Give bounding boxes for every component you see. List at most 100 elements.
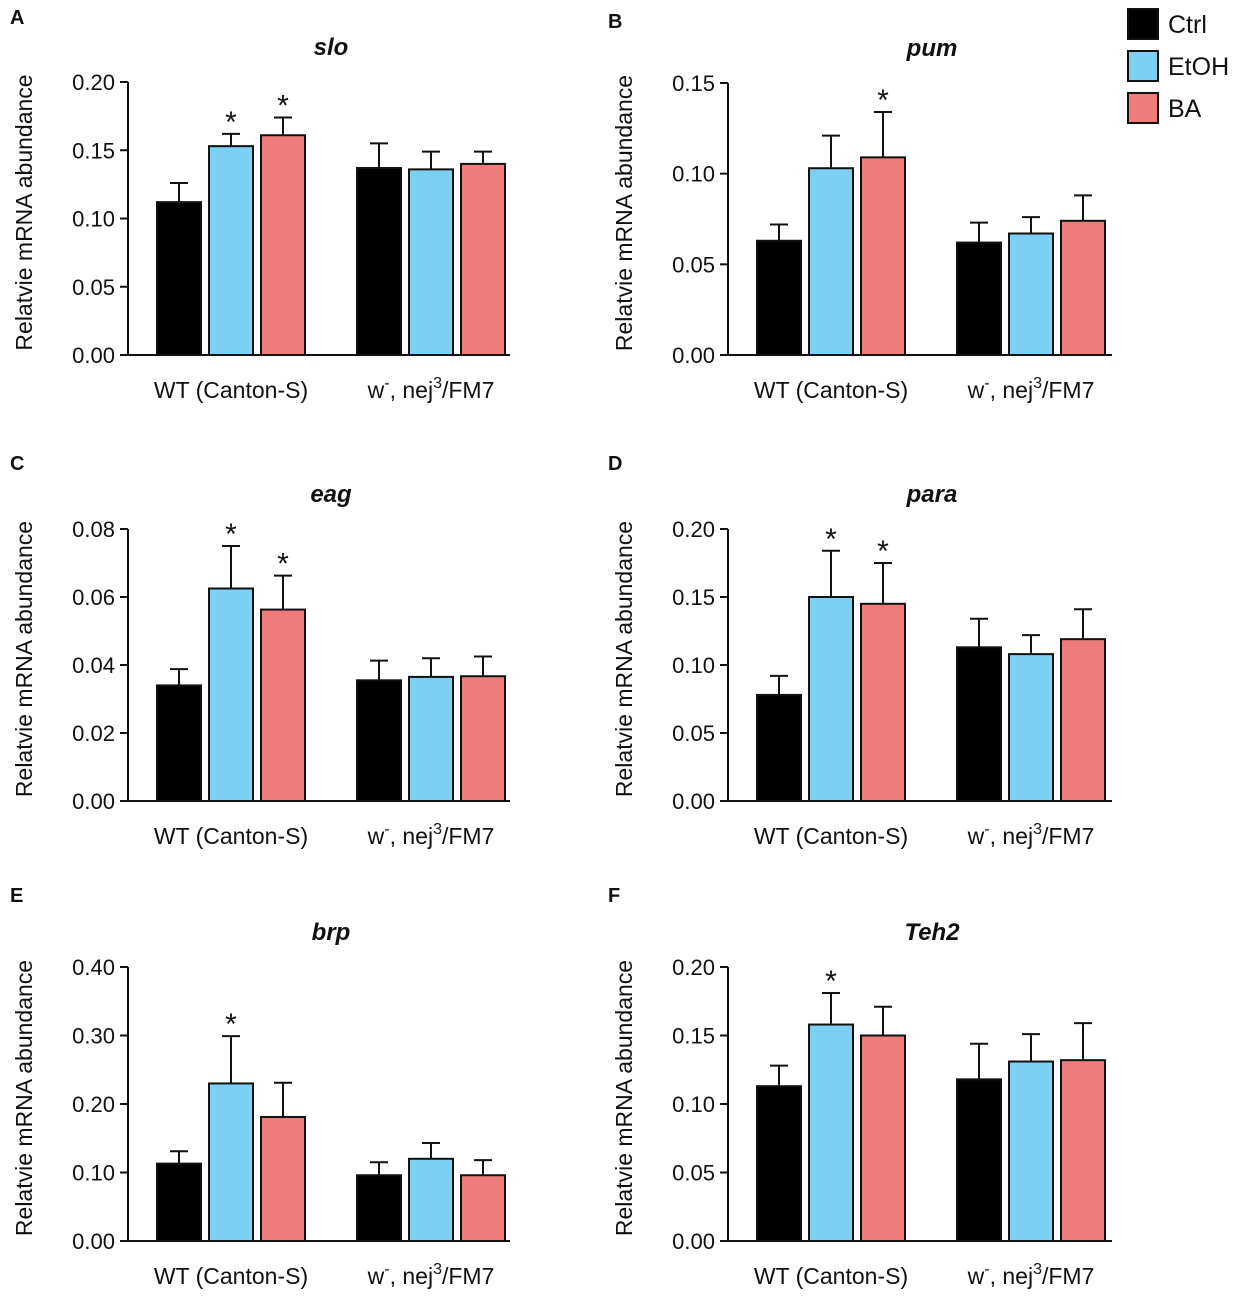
chart-title: brp — [312, 919, 351, 946]
significance-marker: * — [825, 965, 837, 998]
label-part: w — [367, 823, 385, 849]
bar-ctrl-wt — [756, 239, 802, 356]
x-category-label: w-, nej3/FM7 — [367, 821, 495, 849]
y-tick-label: 0.10 — [72, 1161, 115, 1186]
y-tick-label: 0.10 — [672, 653, 715, 678]
label-part: w — [967, 1263, 985, 1289]
label-part: /FM7 — [442, 823, 494, 849]
bar-ba-mutant — [1060, 638, 1106, 802]
bar-ctrl-mutant — [356, 679, 402, 802]
label-part: /FM7 — [442, 1263, 494, 1289]
y-tick-label: 0.00 — [72, 343, 115, 368]
superscript: 3 — [1033, 375, 1042, 392]
y-tick-label: 0.06 — [72, 585, 115, 610]
y-tick-label: 0.10 — [672, 162, 715, 187]
legend-swatch-ctrl — [1127, 8, 1159, 40]
superscript: - — [984, 821, 989, 838]
y-tick-label: 0.00 — [72, 1229, 115, 1254]
chart-title: slo — [314, 34, 349, 61]
y-tick-label: 0.00 — [672, 343, 715, 368]
bar-etoh-mutant — [408, 168, 454, 356]
label-part: w — [367, 1263, 385, 1289]
x-category-label: w-, nej3/FM7 — [367, 375, 495, 403]
bar-ctrl-wt — [156, 201, 202, 356]
superscript: - — [384, 821, 389, 838]
superscript: 3 — [433, 1261, 442, 1278]
label-part: /FM7 — [1042, 1263, 1094, 1289]
y-axis-label: Relatvie mRNA abundance — [611, 960, 637, 1236]
superscript: - — [384, 1261, 389, 1278]
label-part: , nej — [990, 1263, 1033, 1289]
label-part: w — [967, 823, 985, 849]
label-part: w — [367, 377, 385, 403]
y-tick-label: 0.00 — [672, 1229, 715, 1254]
bar-ba-mutant — [1060, 219, 1106, 356]
x-category-label: WT (Canton-S) — [754, 1263, 908, 1289]
superscript: 3 — [1033, 1261, 1042, 1278]
x-category-label: w-, nej3/FM7 — [967, 1261, 1095, 1289]
bar-ctrl-mutant — [356, 166, 402, 356]
y-tick-label: 0.20 — [672, 517, 715, 542]
bar-etoh-wt — [808, 1023, 854, 1243]
significance-marker: * — [877, 535, 889, 568]
x-category-label: WT (Canton-S) — [754, 377, 908, 403]
y-tick-label: 0.04 — [72, 653, 115, 678]
legend-label-ctrl: Ctrl — [1168, 11, 1207, 39]
bar-etoh-mutant — [1008, 232, 1054, 356]
legend-swatch-etoh — [1127, 50, 1159, 82]
y-tick-label: 0.02 — [72, 721, 115, 746]
bar-etoh-wt — [808, 596, 854, 802]
legend-label-ba: BA — [1168, 95, 1202, 123]
label-part: /FM7 — [1042, 377, 1094, 403]
label-part: /FM7 — [442, 377, 494, 403]
significance-marker: * — [225, 106, 237, 139]
bar-etoh-mutant — [408, 675, 454, 803]
x-category-label: WT (Canton-S) — [154, 823, 308, 849]
superscript: 3 — [1033, 821, 1042, 838]
bar-etoh-mutant — [1008, 1060, 1054, 1243]
superscript: 3 — [433, 821, 442, 838]
x-category-label: w-, nej3/FM7 — [967, 821, 1095, 849]
bar-ba-mutant — [460, 162, 506, 356]
significance-marker: * — [277, 89, 289, 122]
legend-swatch-ba — [1127, 92, 1159, 124]
chart-title: pum — [906, 35, 958, 62]
bar-ctrl-wt — [756, 1085, 802, 1242]
y-tick-label: 0.20 — [72, 1092, 115, 1117]
bar-ba-wt — [860, 156, 906, 356]
label-part: w — [967, 377, 985, 403]
y-axis-label: Relatvie mRNA abundance — [611, 521, 637, 797]
panel-letter: A — [10, 7, 24, 29]
y-axis-label: Relatvie mRNA abundance — [11, 960, 37, 1236]
chart-title: para — [906, 481, 958, 508]
bar-etoh-wt — [208, 587, 254, 802]
bar-ctrl-wt — [156, 1162, 202, 1242]
panel-letter: C — [10, 453, 24, 475]
bar-etoh-wt — [208, 145, 254, 356]
y-tick-label: 0.15 — [672, 71, 715, 96]
y-tick-label: 0.05 — [672, 721, 715, 746]
bar-ba-mutant — [460, 1174, 506, 1242]
bar-ba-wt — [860, 1034, 906, 1242]
significance-marker: * — [225, 518, 237, 551]
bar-etoh-mutant — [408, 1157, 454, 1243]
y-tick-label: 0.05 — [72, 275, 115, 300]
bar-etoh-wt — [208, 1082, 254, 1242]
label-part: /FM7 — [1042, 823, 1094, 849]
label-part: , nej — [390, 823, 433, 849]
significance-marker: * — [877, 84, 889, 117]
x-category-label: WT (Canton-S) — [154, 377, 308, 403]
bar-ba-mutant — [460, 675, 506, 802]
bar-ctrl-wt — [756, 693, 802, 802]
legend: Ctrl EtOH BA — [1127, 8, 1229, 124]
significance-marker: * — [825, 523, 837, 556]
y-tick-label: 0.00 — [72, 789, 115, 814]
superscript: - — [384, 375, 389, 392]
bar-ba-mutant — [1060, 1059, 1106, 1243]
y-tick-label: 0.20 — [672, 955, 715, 980]
